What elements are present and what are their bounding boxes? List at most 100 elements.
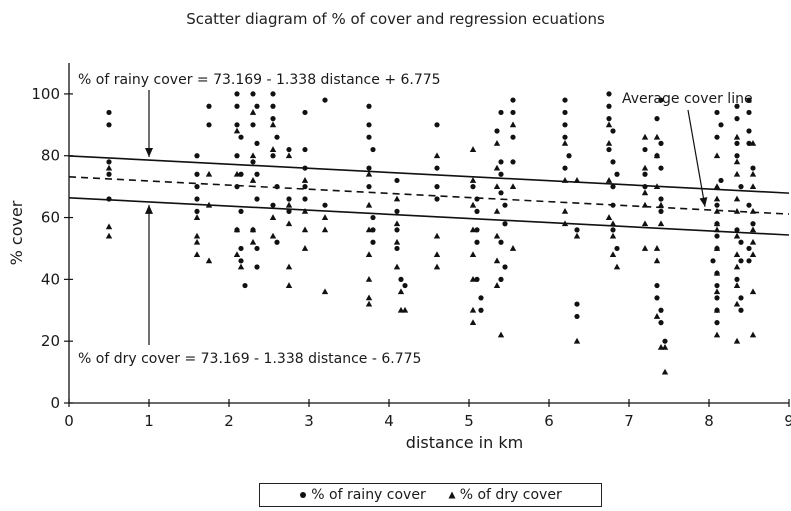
- rainy-point: [714, 202, 720, 208]
- rainy-point: [610, 128, 616, 134]
- rainy-point: [270, 103, 276, 109]
- dry-point: [433, 251, 441, 258]
- rainy-point: [106, 122, 112, 128]
- rainy-point: [434, 184, 440, 190]
- rainy-point: [738, 295, 744, 301]
- rainy-point: [470, 184, 476, 190]
- rainy-point: [106, 171, 112, 177]
- rainy-point: [478, 307, 484, 313]
- dry-point: [269, 214, 277, 220]
- chart-title: Scatter diagram of % of cover and regres…: [186, 10, 605, 28]
- dry-point: [205, 201, 213, 208]
- rainy-point: [250, 91, 256, 97]
- rainy-point: [642, 171, 648, 177]
- x-tick-label: 3: [304, 412, 314, 430]
- rainy-point: [734, 276, 740, 282]
- rainy-point: [610, 202, 616, 208]
- rainy-point: [498, 171, 504, 177]
- dry-point: [733, 158, 741, 165]
- dry-point: [365, 170, 373, 177]
- rainy-point: [366, 134, 372, 140]
- dry-point: [713, 195, 721, 202]
- rainy-point: [242, 282, 248, 289]
- x-axis-label: distance in km: [406, 433, 523, 452]
- rainy-point: [206, 122, 212, 128]
- rainy-point: [714, 109, 720, 116]
- legend-entry-dry: % of dry cover: [448, 487, 562, 503]
- dry-point: [493, 207, 501, 214]
- rainy-point: [474, 227, 480, 233]
- dry-point: [561, 220, 569, 227]
- dry-point: [105, 223, 113, 230]
- dry-point: [285, 220, 293, 227]
- dry-point: [641, 189, 649, 196]
- rainy-point: [714, 233, 720, 239]
- dry-point: [749, 238, 757, 245]
- rainy-point: [502, 202, 508, 208]
- rainy-point: [498, 239, 504, 245]
- rainy-point: [574, 227, 580, 233]
- dry-point: [713, 331, 721, 338]
- dry-point: [605, 177, 613, 183]
- dry-point: [733, 300, 741, 307]
- rainy-point: [494, 128, 500, 134]
- rainy-point: [194, 184, 200, 190]
- dry-point: [497, 331, 505, 338]
- dry-point: [573, 177, 581, 183]
- dry-arrow-head: [145, 204, 153, 214]
- rainy-point: [286, 196, 292, 202]
- dry-point: [249, 177, 257, 183]
- dry-point: [613, 263, 621, 270]
- dry-point: [433, 152, 441, 159]
- dry-point: [641, 220, 649, 227]
- dry-point: [641, 164, 649, 171]
- rainy-point: [274, 239, 280, 245]
- rainy-point: [238, 208, 244, 214]
- dry-point: [285, 201, 293, 208]
- rainy-point: [238, 171, 244, 177]
- rainy-point: [658, 320, 664, 326]
- dry-point: [301, 245, 309, 251]
- rainy-point: [658, 307, 664, 313]
- dry-point: [469, 319, 477, 326]
- dry-point: [713, 220, 721, 227]
- rainy-point: [734, 103, 740, 109]
- dry-point: [713, 288, 721, 295]
- dry-equation-annotation: % of dry cover = 73.169 - 1.338 distance…: [78, 351, 421, 367]
- rainy-point: [366, 103, 372, 109]
- dry-point: [301, 226, 309, 233]
- dry-point: [657, 220, 665, 227]
- rainy-point: [370, 239, 376, 245]
- rainy-point: [254, 196, 260, 202]
- dry-point: [269, 232, 277, 239]
- dry-point: [713, 306, 721, 313]
- regression-line-average: [68, 176, 790, 215]
- dry-point: [573, 337, 581, 344]
- rainy-point: [106, 159, 112, 165]
- rainy-point: [270, 202, 276, 208]
- dry-point: [105, 232, 113, 239]
- dry-point: [733, 133, 741, 140]
- rainy-point: [746, 140, 752, 146]
- rainy-point: [738, 239, 744, 245]
- dry-point: [661, 343, 669, 350]
- dry-point: [193, 238, 201, 245]
- dry-point: [469, 306, 477, 313]
- rainy-point: [270, 153, 276, 159]
- average-arrow-shaft: [687, 109, 706, 207]
- rainy-point: [734, 227, 740, 233]
- rainy-point: [718, 122, 724, 128]
- rainy-point: [254, 140, 260, 146]
- rainy-point: [658, 140, 664, 146]
- rainy-point: [574, 313, 580, 320]
- rainy-point: [234, 122, 240, 128]
- rainy-point: [302, 109, 308, 116]
- rainy-point: [250, 122, 256, 128]
- rainy-point: [474, 208, 480, 214]
- dry-point: [713, 152, 721, 159]
- legend-label-rainy: % of rainy cover: [311, 487, 426, 503]
- dry-point: [249, 226, 257, 233]
- dry-point: [301, 207, 309, 214]
- dry-point: [561, 177, 569, 183]
- rainy-point: [498, 276, 504, 282]
